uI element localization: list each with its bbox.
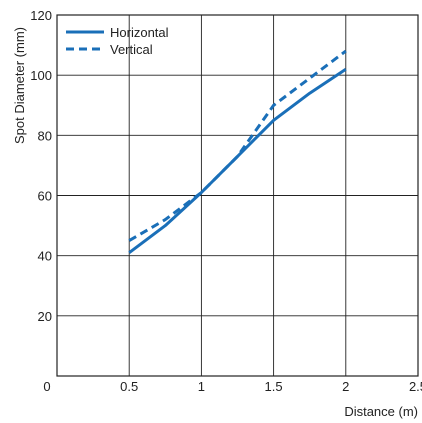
x-tick-label: 0.5 [120,379,138,394]
grid-lines [57,15,418,376]
x-axis-label: Distance (m) [344,404,418,419]
y-tick-label: 80 [38,128,52,143]
plot-frame [56,14,419,377]
legend-label-horizontal: Horizontal [110,25,169,40]
series-layer [128,49,347,254]
y-tick-label: 120 [30,8,52,23]
legend: Horizontal Vertical [66,25,169,57]
x-tick-label: 2 [342,379,349,394]
tick-labels: 0 0.5 1 1.5 2 2.5 20 40 60 80 100 120 [30,8,422,394]
x-tick-label: 1 [198,379,205,394]
y-tick-label: 100 [30,68,52,83]
y-tick-label: 60 [38,189,52,204]
x-tick-label: 1.5 [265,379,283,394]
legend-label-vertical: Vertical [110,42,153,57]
series-line-vertical [128,49,347,242]
x-tick-label: 2.5 [409,379,422,394]
series-line-horizontal [128,67,347,254]
y-tick-label: 40 [38,249,52,264]
x-tick-label: 0 [43,379,50,394]
y-tick-label: 20 [38,309,52,324]
y-axis-label: Spot Diameter (mm) [12,27,27,144]
